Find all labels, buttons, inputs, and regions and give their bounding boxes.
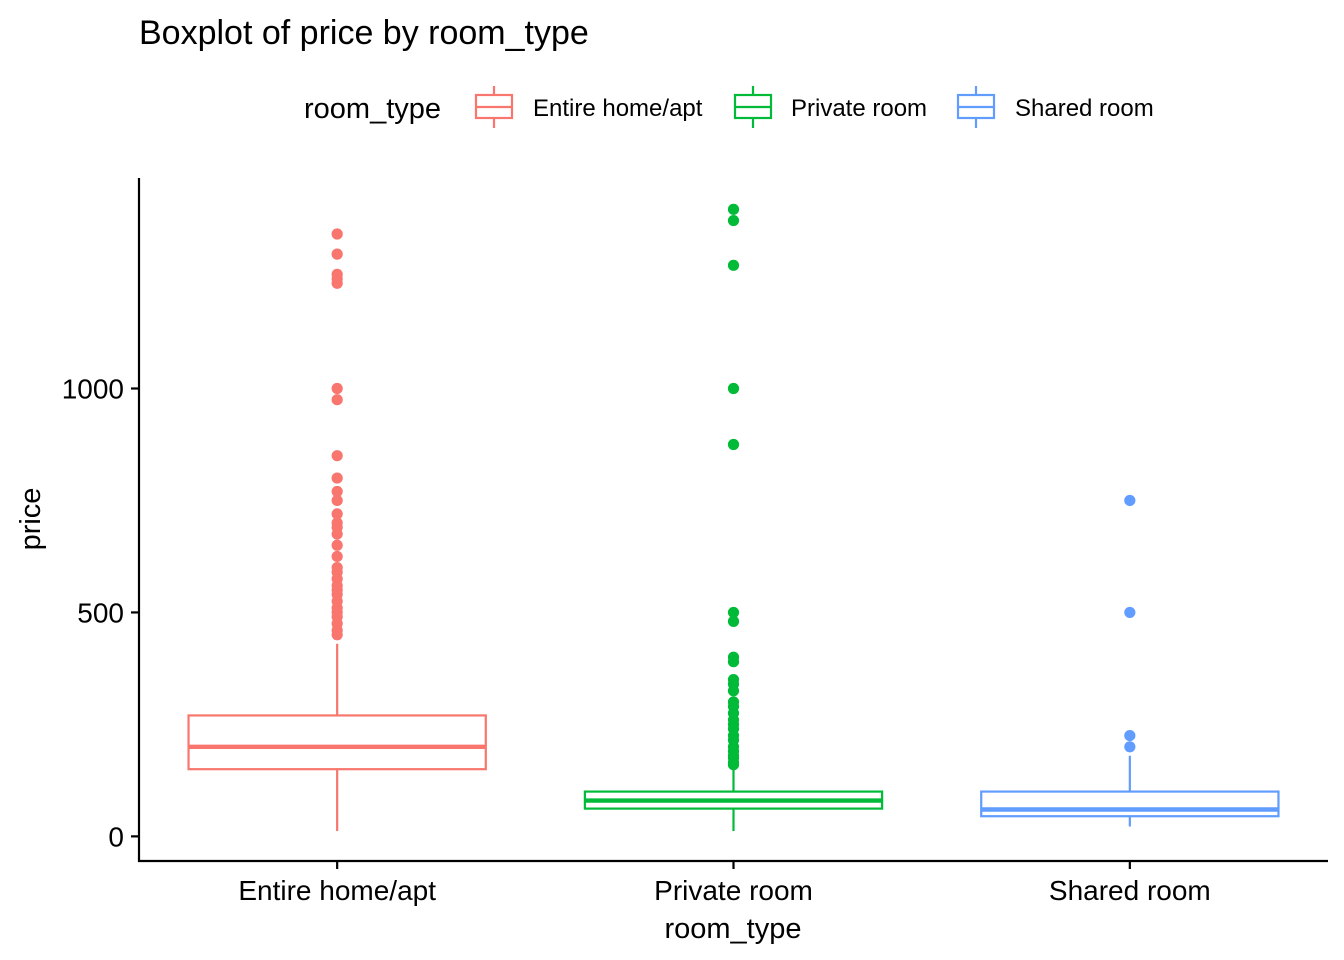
outlier-point	[727, 656, 740, 668]
outlier-point	[727, 606, 740, 619]
box-group	[583, 203, 884, 831]
x-tick-label: Shared room	[1049, 875, 1211, 906]
outlier-point	[331, 508, 343, 520]
legend-title: room_type	[304, 93, 441, 125]
x-tick-label: Private room	[654, 875, 813, 906]
outlier-point	[331, 539, 343, 551]
outlier-point	[331, 248, 343, 260]
legend-label: Private room	[791, 95, 927, 122]
outlier-point	[331, 228, 343, 240]
y-axis-title: price	[15, 488, 47, 551]
legend-key	[474, 86, 514, 128]
outlier-point	[331, 629, 343, 641]
outlier-point	[1124, 729, 1136, 742]
y-tick-label: 1000	[62, 373, 124, 404]
outlier-point	[331, 394, 343, 406]
x-tick-label: Entire home/apt	[238, 875, 436, 906]
outlier-point	[727, 214, 740, 227]
outlier-point	[331, 450, 343, 462]
iqr-box	[980, 790, 1280, 818]
outlier-point	[727, 438, 740, 451]
box-group	[980, 494, 1280, 827]
y-tick-label: 0	[108, 821, 124, 852]
outlier-point	[331, 494, 343, 507]
outlier-point	[331, 382, 343, 395]
outlier-point	[331, 472, 343, 484]
outlier-point	[727, 259, 740, 271]
outlier-point	[1124, 741, 1136, 753]
iqr-box	[187, 714, 487, 771]
outlier-point	[331, 528, 343, 540]
outlier-point	[727, 615, 740, 627]
outlier-point	[1124, 606, 1136, 619]
axes: 0 500 1000 Entire home/apt Private room Share…	[62, 178, 1328, 906]
legend-key	[733, 86, 773, 128]
outlier-point	[727, 203, 740, 215]
outlier-point	[727, 382, 740, 395]
legend-key	[956, 86, 996, 128]
outlier-point	[331, 550, 343, 563]
x-axis-title: room_type	[664, 913, 801, 945]
outlier-point	[1124, 494, 1136, 507]
outlier-point	[727, 685, 740, 697]
outlier-point	[727, 759, 740, 771]
y-tick-label: 500	[77, 597, 124, 628]
outlier-point	[331, 277, 343, 289]
plot-area	[187, 203, 1280, 831]
legend-label: Shared room	[1015, 95, 1154, 122]
legend-label: Entire home/apt	[533, 95, 703, 122]
outlier-point	[331, 485, 343, 498]
chart-title: Boxplot of price by room_type	[139, 14, 589, 52]
legend: room_type Entire home/apt Private room Sha…	[304, 86, 1154, 128]
box-group	[187, 228, 487, 831]
